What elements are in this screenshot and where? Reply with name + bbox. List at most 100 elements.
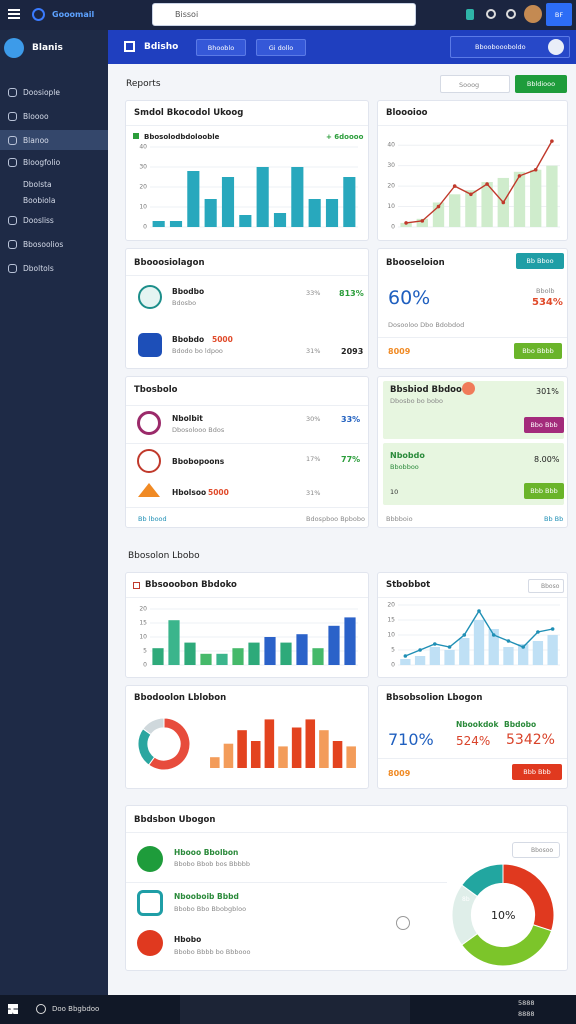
bar — [291, 167, 304, 227]
bar — [449, 194, 461, 227]
nav-icon[interactable] — [396, 916, 410, 930]
sidebar-item[interactable]: Dboltols — [8, 264, 54, 273]
legend: Bbosolodbdolooble — [144, 133, 220, 141]
row-b: 77% — [341, 455, 361, 464]
icon[interactable] — [486, 9, 496, 19]
search[interactable]: Bbosoo — [512, 842, 560, 858]
button[interactable]: Bbo Bbbb — [514, 343, 562, 359]
header-icon — [124, 41, 135, 52]
bar — [152, 221, 165, 227]
bar — [232, 648, 244, 665]
item-label: Bloogfolio — [23, 158, 61, 167]
button[interactable]: Bbo Bbb — [524, 417, 564, 433]
sidebar-item[interactable]: Bbosoolios — [8, 240, 63, 249]
sidebar: Blanis Doosiople Bloooo Blanoo Bloogfolio Db… — [0, 30, 108, 995]
sidebar-item[interactable]: Doosiople — [8, 88, 60, 97]
item-icon — [8, 264, 17, 273]
menu-icon[interactable] — [8, 9, 20, 11]
point — [452, 184, 457, 188]
bar — [308, 199, 321, 227]
sidebar-item[interactable]: Boobiola — [8, 196, 55, 205]
slice — [461, 863, 504, 898]
y-tick-label: 5 — [143, 648, 147, 655]
date: 8888 — [518, 1010, 535, 1018]
button[interactable]: Bbb Bbb — [512, 764, 562, 780]
row-name: Bbobdo — [172, 335, 205, 344]
sidebar-item[interactable]: Bloooo — [8, 112, 49, 121]
bar — [473, 620, 485, 665]
primary-button[interactable]: Bbldiooo — [515, 75, 567, 93]
point — [477, 609, 481, 613]
badge[interactable]: BF — [546, 3, 572, 26]
row-icon — [138, 285, 162, 309]
bar — [223, 743, 234, 768]
y-tick-label: 10 — [387, 203, 395, 210]
line — [406, 140, 553, 224]
big-value: 60% — [388, 287, 431, 309]
y-tick-label: 20 — [387, 602, 395, 609]
point — [447, 645, 452, 649]
bar — [187, 171, 200, 227]
item-name: Hbooo Bbolbon — [174, 848, 239, 857]
kpi-value: 710% — [388, 730, 434, 749]
item-label: Doosliss — [23, 216, 54, 225]
bar — [328, 625, 340, 665]
bar — [400, 222, 412, 227]
search-box[interactable]: Bissoi — [152, 3, 416, 26]
bar — [346, 746, 356, 768]
item-label: Boobiola — [23, 196, 56, 205]
y-tick-label: 10 — [139, 204, 147, 211]
row-icon — [137, 411, 161, 435]
avatar[interactable] — [524, 5, 542, 23]
kpi-value: 524% — [456, 734, 491, 748]
search[interactable]: Bboso — [528, 579, 564, 593]
icon — [133, 582, 140, 589]
card-title: Bloooioo — [386, 108, 428, 118]
card-title: Bbooseloion — [386, 258, 445, 268]
taskbar-search[interactable]: Doo Bbgbdoo — [52, 1005, 100, 1013]
foot-right: Bb Bb — [544, 515, 564, 523]
amount: 8009 — [388, 347, 411, 356]
row-extra: 5000 — [208, 488, 229, 497]
point — [517, 174, 522, 178]
bar — [264, 637, 276, 665]
icon[interactable] — [466, 9, 474, 20]
bar-chart: 0 5 10 15 20 — [139, 606, 358, 669]
avatar[interactable] — [548, 39, 564, 55]
button[interactable]: Bb Bboo — [516, 253, 564, 269]
start-button[interactable] — [8, 1004, 18, 1014]
combo-chart: 0 10 20 30 40 — [387, 139, 560, 231]
tab[interactable]: Gi dollo — [256, 39, 306, 56]
search-icon[interactable] — [36, 1004, 46, 1014]
item-icon — [8, 135, 17, 145]
item-icon — [137, 846, 163, 872]
sidebar-item[interactable]: Blanoo — [0, 130, 108, 150]
slice — [148, 717, 191, 771]
item-name: Hbobo — [174, 935, 202, 944]
y-tick-label: 15 — [139, 620, 147, 627]
card: Bbsobsolion Lbogon Nbookdok Bbdobo 710% … — [377, 685, 568, 789]
sidebar-item[interactable]: Doosliss — [8, 216, 54, 225]
y-tick-label: 20 — [387, 183, 395, 190]
tab[interactable]: Bhooblo — [196, 39, 246, 56]
title2: Nbobdo — [390, 451, 425, 460]
point — [501, 200, 506, 205]
card-title: Stbobbot — [386, 580, 431, 590]
card: Stbobbot Bboso 0 5 10 15 20 — [377, 572, 568, 678]
icon[interactable] — [506, 9, 516, 19]
badge — [462, 382, 475, 395]
sidebar-item[interactable]: Bloogfolio — [8, 158, 60, 167]
header-search[interactable]: Bbooboooboldo — [450, 36, 570, 58]
bar — [546, 165, 558, 227]
taskbar: Doo Bbgbdoo 5888 8888 — [0, 995, 576, 1024]
foot-left: Bbbboio — [386, 515, 413, 523]
button[interactable]: Bbb Bbb — [524, 483, 564, 499]
sidebar-item[interactable]: Dbolsta — [8, 180, 52, 189]
bar — [432, 202, 445, 227]
y-tick-label: 20 — [139, 184, 147, 191]
filter-search[interactable]: Sooog — [440, 75, 510, 93]
y-tick-label: 40 — [387, 142, 395, 149]
bar — [168, 620, 180, 665]
item-label: Bloooo — [23, 112, 49, 121]
